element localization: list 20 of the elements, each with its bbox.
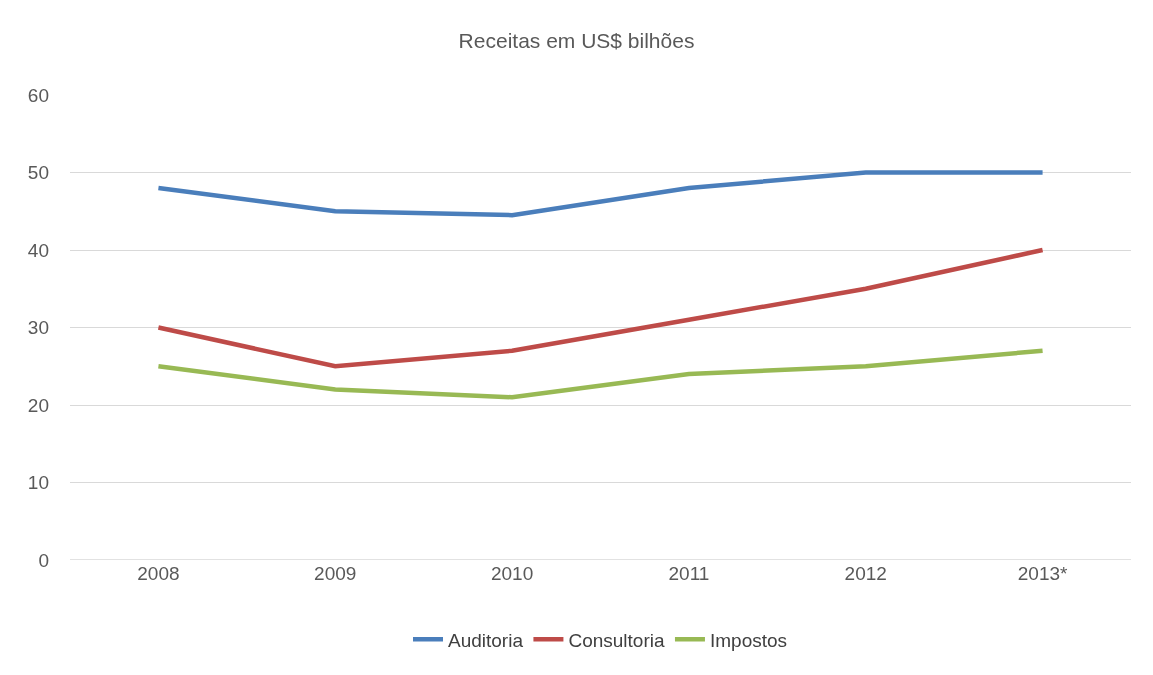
- y-tick-label: 60: [27, 84, 49, 106]
- x-tick-label: 2010: [490, 563, 534, 584]
- y-tick-label: 20: [27, 394, 49, 416]
- line-series: [156, 170, 1045, 218]
- x-tick-label: 2012: [844, 563, 887, 584]
- x-tick-label: 2008: [137, 563, 180, 584]
- x-tick-label: 2011: [668, 563, 710, 584]
- y-tick-label: 50: [27, 162, 49, 184]
- line-series: [156, 348, 1045, 400]
- legend-label: Auditoria: [448, 629, 524, 651]
- legend-label: Consultoria: [568, 629, 665, 651]
- x-tick-label: 2013*: [1017, 563, 1069, 584]
- line-series: [156, 247, 1045, 369]
- y-tick-label: 0: [38, 549, 49, 571]
- chart-title: Receitas em US$ bilhões: [458, 29, 695, 53]
- legend-label: Impostos: [709, 629, 788, 651]
- y-tick-label: 40: [27, 239, 49, 261]
- y-tick-label: 30: [27, 317, 49, 339]
- y-tick-label: 10: [27, 472, 49, 494]
- x-tick-label: 2009: [314, 563, 357, 584]
